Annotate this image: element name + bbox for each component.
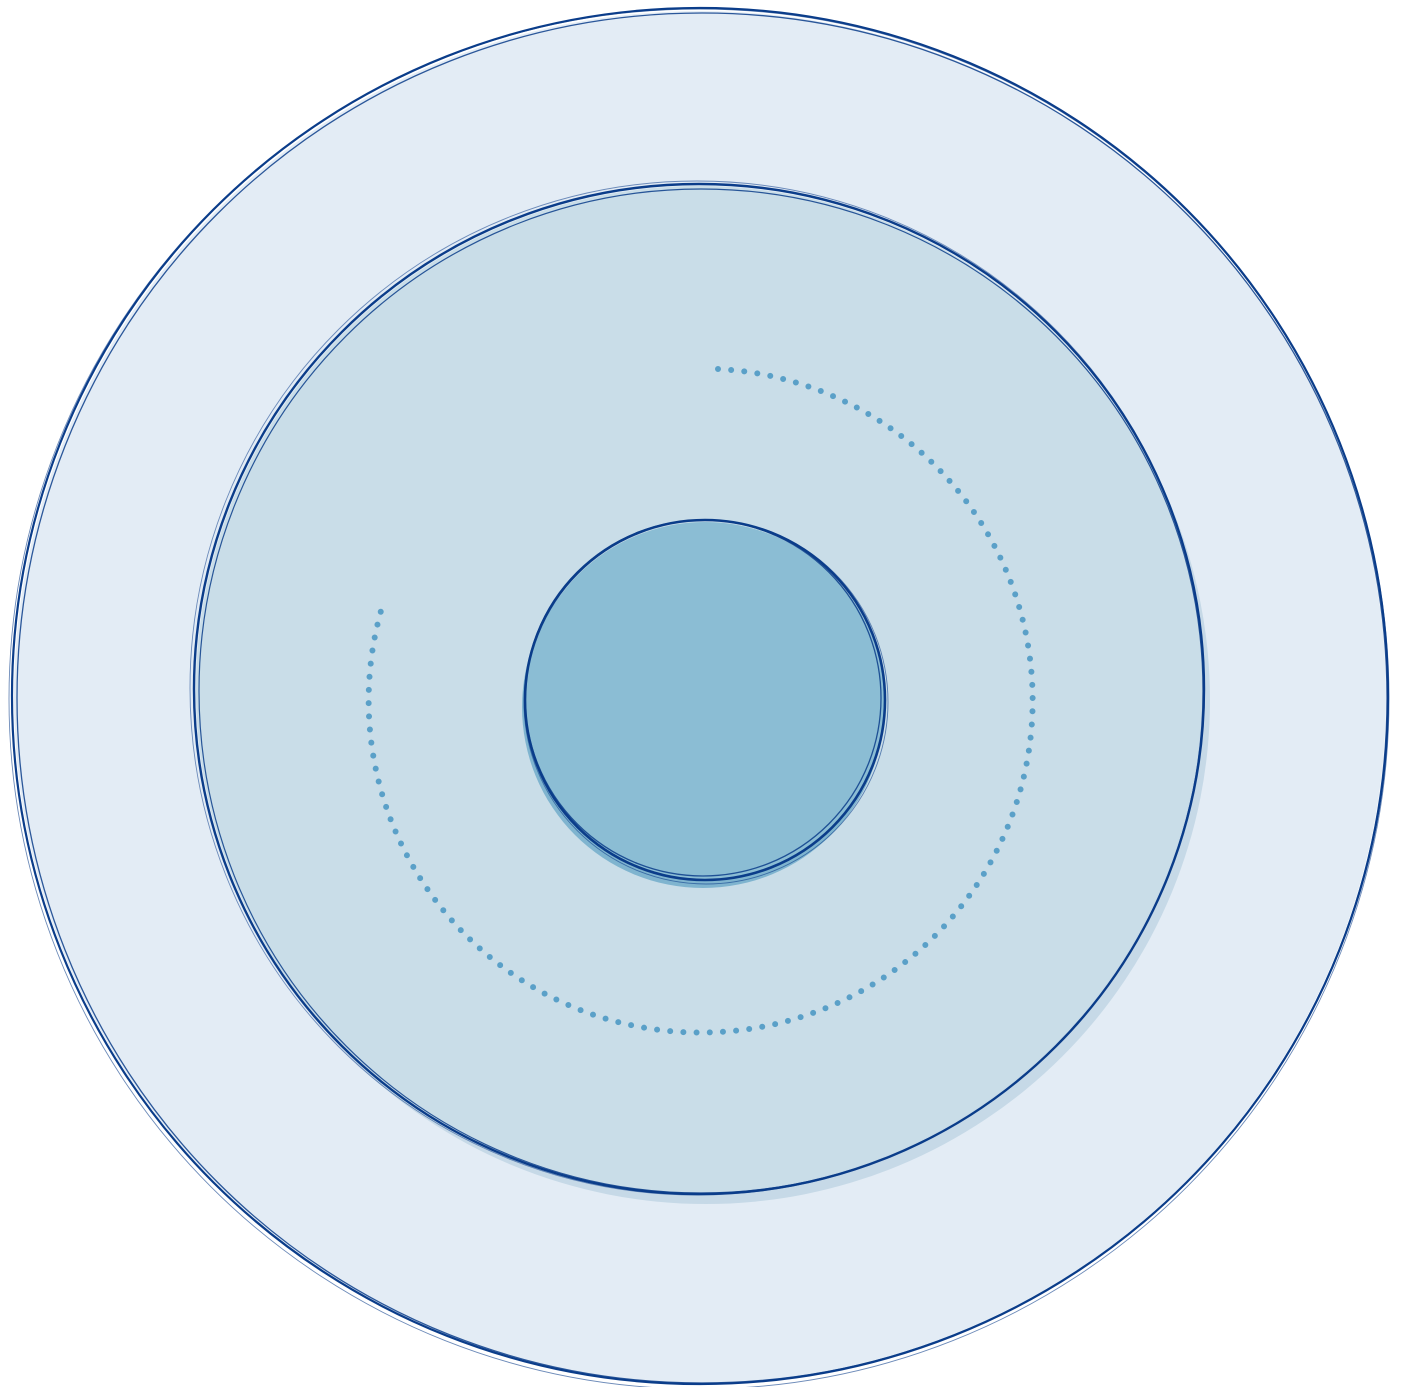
middle-ring-sketch-stroke	[198, 188, 1204, 1194]
outer-ring-sketch-stroke	[8, 8, 1390, 1387]
dotted-spiral-arc	[365, 366, 1036, 1036]
inner-circle-fill	[526, 522, 884, 880]
inner-circle	[522, 518, 889, 888]
middle-ring-sketch-stroke	[189, 180, 1205, 1196]
outer-ring-outline	[10, 6, 1390, 1386]
inner-circle-sketch-stroke	[523, 519, 889, 885]
outer-ring-sketch-stroke	[16, 12, 1388, 1384]
